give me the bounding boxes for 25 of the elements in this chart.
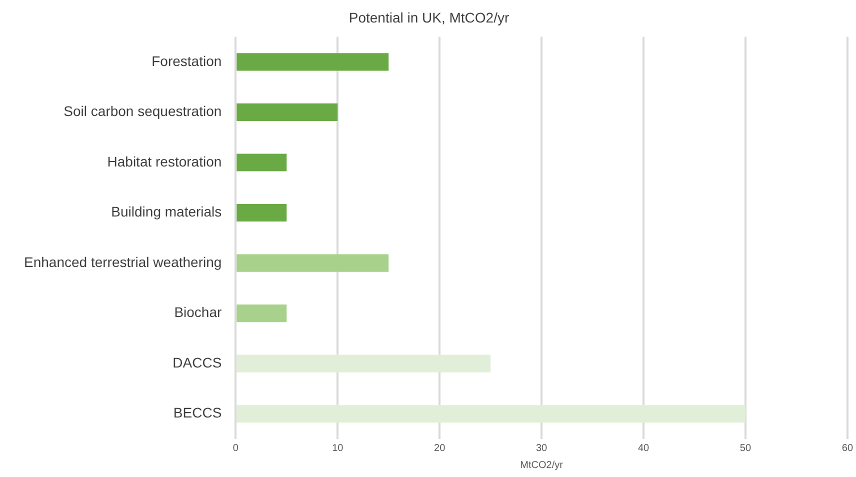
y-tick-label: Forestation (152, 52, 222, 69)
bar (236, 304, 287, 322)
y-tick-label: Biochar (174, 304, 222, 320)
bar (236, 103, 338, 122)
x-tick-label: 60 (842, 442, 854, 454)
y-tick-label: Habitat restoration (107, 153, 222, 170)
x-tick-label: 30 (536, 442, 548, 454)
bar (236, 154, 287, 172)
chart-title: Potential in UK, MtCO2/yr (348, 9, 510, 26)
bar (236, 204, 287, 222)
bar (236, 254, 389, 272)
bar (236, 354, 491, 372)
y-tick-label: Enhanced terrestrial weathering (24, 254, 222, 270)
x-tick-label: 0 (232, 442, 239, 454)
x-tick-label: 50 (740, 442, 752, 454)
bar (236, 405, 746, 423)
x-tick-label: 20 (434, 442, 446, 454)
x-axis-title: MtCO2/yr (520, 460, 564, 471)
y-tick-label: DACCS (172, 354, 222, 370)
x-tick-label: 10 (332, 442, 344, 454)
y-tick-label: BECCS (173, 404, 222, 421)
y-tick-label: Soil carbon sequestration (64, 103, 222, 120)
y-tick-label: Building materials (111, 204, 222, 220)
bar (236, 53, 389, 71)
x-tick-label: 40 (638, 442, 650, 454)
